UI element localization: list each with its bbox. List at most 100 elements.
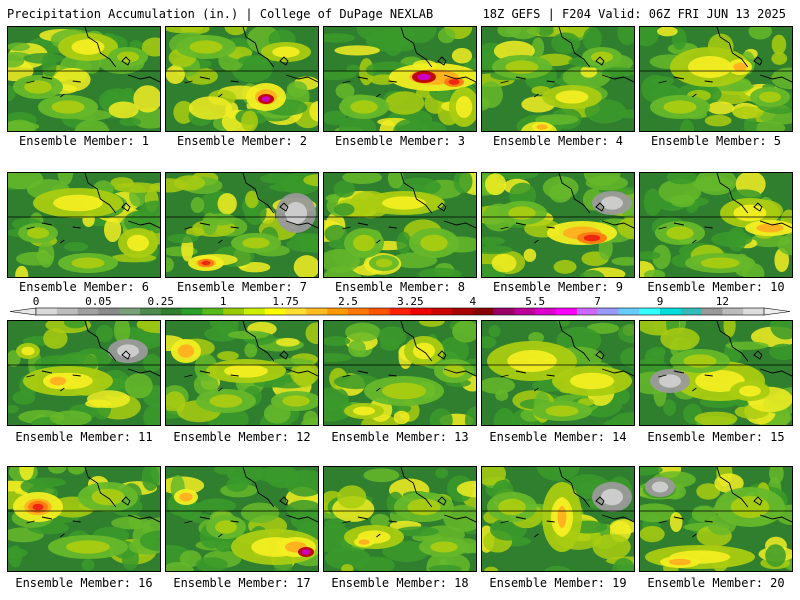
colorbar-tick-label: 4	[469, 296, 476, 308]
precipitation-field	[482, 173, 634, 277]
ensemble-member-map	[639, 320, 793, 426]
ensemble-member-label: Ensemble Member: 5	[650, 134, 782, 148]
precipitation-field	[324, 27, 476, 131]
ensemble-member-label: Ensemble Member: 18	[331, 576, 469, 590]
ensemble-member-label: Ensemble Member: 4	[492, 134, 624, 148]
ensemble-member-label: Ensemble Member: 10	[647, 280, 785, 294]
colorbar-swatch	[181, 308, 203, 315]
colorbar-tick-label: 9	[657, 296, 664, 308]
colorbar-swatch	[119, 308, 141, 315]
ensemble-member-label: Ensemble Member: 8	[334, 280, 466, 294]
colorbar-tick-label: 2.5	[338, 296, 358, 308]
colorbar-swatch	[56, 308, 78, 315]
colorbar-tick-label: 7	[594, 296, 601, 308]
colorbar-swatch	[701, 308, 723, 315]
ensemble-member-label: Ensemble Member: 2	[176, 134, 308, 148]
colorbar-swatch	[327, 308, 349, 315]
precipitation-field	[8, 321, 160, 425]
colorbar-swatch	[306, 308, 328, 315]
colorbar-tick-label: 0.25	[148, 296, 175, 308]
ensemble-member-label: Ensemble Member: 7	[176, 280, 308, 294]
ensemble-member-map	[323, 320, 477, 426]
precipitation-field	[640, 467, 792, 571]
ensemble-member-map	[165, 26, 319, 132]
ensemble-member-map	[323, 26, 477, 132]
colorbar-swatch	[639, 308, 661, 315]
ensemble-member-map	[481, 466, 635, 572]
colorbar-swatch	[431, 308, 453, 315]
precipitation-field	[324, 173, 476, 277]
colorbar-tick-label: 12	[716, 296, 729, 308]
colorbar-tick-label: 3.25	[397, 296, 424, 308]
precipitation-field	[166, 321, 318, 425]
precipitation-field	[8, 27, 160, 131]
colorbar-swatch	[77, 308, 99, 315]
colorbar-swatch	[743, 308, 765, 315]
colorbar-swatch	[98, 308, 120, 315]
colorbar-swatch	[264, 308, 286, 315]
colorbar-swatch	[389, 308, 411, 315]
precipitation-field	[324, 321, 476, 425]
colorbar-swatch	[576, 308, 598, 315]
colorbar-swatch	[556, 308, 578, 315]
colorbar-swatch	[514, 308, 536, 315]
ensemble-member-label: Ensemble Member: 12	[173, 430, 311, 444]
colorbar-swatch	[493, 308, 515, 315]
ensemble-member-label: Ensemble Member: 11	[15, 430, 153, 444]
ensemble-member-map	[7, 26, 161, 132]
ensemble-member-label: Ensemble Member: 15	[647, 430, 785, 444]
colorbar-swatch	[160, 308, 182, 315]
precipitation-colorbar: 0 0.05 0.25 1 1.75 2.5 3.25 4 5.5 7 9 12	[9, 296, 791, 316]
colorbar-swatch	[244, 308, 266, 315]
ensemble-member-label: Ensemble Member: 17	[173, 576, 311, 590]
ensemble-member-map	[7, 172, 161, 278]
ensemble-member-map	[165, 466, 319, 572]
precipitation-field	[324, 467, 476, 571]
colorbar-swatch	[597, 308, 619, 315]
colorbar-swatch	[452, 308, 474, 315]
precipitation-field	[166, 467, 318, 571]
colorbar-swatch	[680, 308, 702, 315]
precipitation-field	[482, 321, 634, 425]
colorbar-swatch	[660, 308, 682, 315]
ensemble-member-label: Ensemble Member: 1	[18, 134, 150, 148]
model-valid-time: 18Z GEFS | F204 Valid: 06Z FRI JUN 13 20…	[482, 7, 786, 21]
colorbar-swatch	[535, 308, 557, 315]
ensemble-member-label: Ensemble Member: 20	[647, 576, 785, 590]
colorbar-swatch	[472, 308, 494, 315]
ensemble-member-map	[481, 320, 635, 426]
colorbar-tick-label: 0	[33, 296, 40, 308]
colorbar-swatch	[223, 308, 245, 315]
colorbar-swatch	[348, 308, 370, 315]
ensemble-member-label: Ensemble Member: 9	[492, 280, 624, 294]
colorbar-min-arrow	[9, 307, 37, 316]
ensemble-member-label: Ensemble Member: 13	[331, 430, 469, 444]
precipitation-field	[482, 467, 634, 571]
colorbar-tick-label: 0.05	[85, 296, 112, 308]
precipitation-field	[8, 467, 160, 571]
ensemble-member-map	[639, 26, 793, 132]
ensemble-member-label: Ensemble Member: 19	[489, 576, 627, 590]
colorbar-max-arrow	[763, 307, 791, 316]
colorbar-swatch	[285, 308, 307, 315]
colorbar-swatch	[618, 308, 640, 315]
ensemble-member-map	[165, 320, 319, 426]
ensemble-member-map	[165, 172, 319, 278]
precipitation-field	[640, 173, 792, 277]
precipitation-field	[640, 27, 792, 131]
precipitation-field	[8, 173, 160, 277]
colorbar-swatch	[202, 308, 224, 315]
colorbar-swatch	[368, 308, 390, 315]
ensemble-member-label: Ensemble Member: 16	[15, 576, 153, 590]
ensemble-member-map	[481, 172, 635, 278]
ensemble-member-map	[7, 466, 161, 572]
ensemble-member-map	[7, 320, 161, 426]
colorbar-swatch	[410, 308, 432, 315]
ensemble-member-map	[323, 172, 477, 278]
precipitation-field	[482, 27, 634, 131]
ensemble-member-label: Ensemble Member: 14	[489, 430, 627, 444]
precipitation-field	[166, 173, 318, 277]
precipitation-field	[166, 27, 318, 131]
ensemble-member-label: Ensemble Member: 3	[334, 134, 466, 148]
precipitation-field	[640, 321, 792, 425]
